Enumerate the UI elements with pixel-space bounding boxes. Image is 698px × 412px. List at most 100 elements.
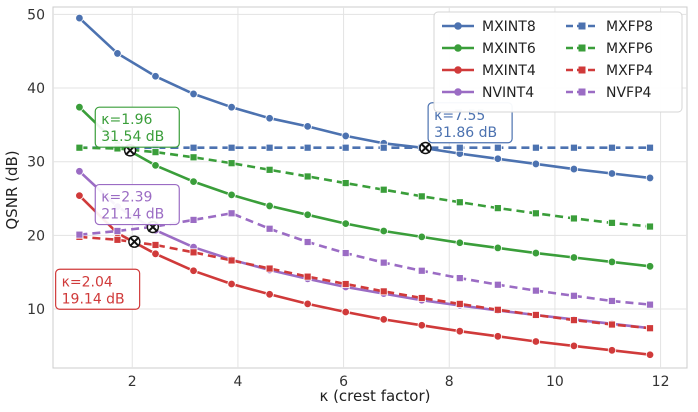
data-point [455,326,465,336]
data-point [455,143,464,152]
data-point [265,165,274,174]
data-point [227,159,236,168]
legend-marker [454,66,462,74]
y-tick-label: 30 [27,155,45,171]
legend-label: MXINT6 [482,41,536,57]
data-point [75,230,84,239]
data-point [265,201,274,211]
data-point [455,274,464,283]
legend-label: MXINT4 [482,63,536,79]
data-point [569,253,579,262]
x-tick-label: 6 [339,374,348,390]
data-point [341,249,350,257]
y-tick-label: 40 [27,81,45,97]
data-point [341,143,350,152]
annotation-kappa: κ=2.04 [62,274,113,290]
data-point [646,143,654,152]
annotation-kappa: κ=2.39 [101,190,152,206]
data-point [646,324,654,333]
data-point [493,243,503,253]
x-tick-label: 8 [445,374,454,390]
y-tick-label: 50 [27,7,45,23]
legend-entry-nvint4: NVINT4 [442,85,534,101]
data-point [493,332,503,341]
data-point [417,266,426,275]
data-point [570,316,578,325]
data-point [531,209,540,218]
legend-marker [578,22,586,30]
annotation-box [55,268,141,310]
data-point [303,122,312,131]
data-point [151,72,160,81]
series-mxint4 [75,191,655,359]
legend-marker [454,88,462,96]
data-point [303,143,312,152]
data-point [646,300,654,309]
data-point [455,300,464,308]
axes: 2 4 6 8 10 12 10 20 30 40 50 [27,7,669,390]
data-point [569,341,579,351]
data-point [607,346,617,355]
data-point [113,235,122,244]
data-point [607,257,617,267]
data-point [113,227,122,235]
x-tick-label: 4 [233,374,242,390]
data-point [341,307,350,317]
data-point [570,291,578,300]
series-mxfp4 [75,232,654,333]
data-point [531,311,540,319]
data-point [75,102,84,112]
data-point [493,204,502,213]
data-point [531,248,541,258]
annotation-qsnr: 31.86 dB [434,125,497,141]
data-point [607,169,617,178]
data-point [303,210,312,219]
data-point [189,89,198,99]
legend-box [433,11,683,113]
data-point [265,143,274,152]
data-point [570,214,578,223]
data-point [227,279,236,289]
data-point [189,143,198,152]
x-tick-label: 2 [128,374,137,390]
annotation-box [94,106,180,148]
data-point [303,272,312,281]
data-point [569,164,579,174]
legend-entry-mxfp4: MXFP4 [566,63,653,79]
data-point [189,266,198,275]
x-axis-label: κ (crest factor) [319,387,430,405]
data-point [379,287,388,296]
series-line-mxfp6 [79,146,651,228]
data-point [189,248,198,257]
legend-label: MXFP4 [606,63,653,79]
data-point [151,241,160,249]
data-point [493,143,502,152]
data-point [570,143,578,152]
series-line-mxint4 [78,194,651,356]
annotation-qsnr: 19.14 dB [62,291,125,307]
data-point [151,249,160,259]
data-point [189,216,198,224]
legend-marker [578,66,586,74]
data-point [417,192,426,201]
legend-label: MXFP8 [606,19,653,35]
data-point [151,148,160,157]
crossover-x-stroke [420,142,431,154]
data-point [379,226,388,236]
x-tick-label: 12 [652,374,670,390]
data-point [493,154,503,163]
legend-marker [454,44,462,52]
data-point [379,258,388,267]
data-point [608,143,616,152]
data-point [417,321,426,330]
data-point [531,143,540,152]
data-point [113,49,122,58]
data-point [417,294,426,302]
legend-marker [578,88,586,96]
y-tick-label: 20 [27,228,45,244]
legend-entry-mxfp6: MXFP6 [566,41,653,57]
data-point [531,286,540,295]
